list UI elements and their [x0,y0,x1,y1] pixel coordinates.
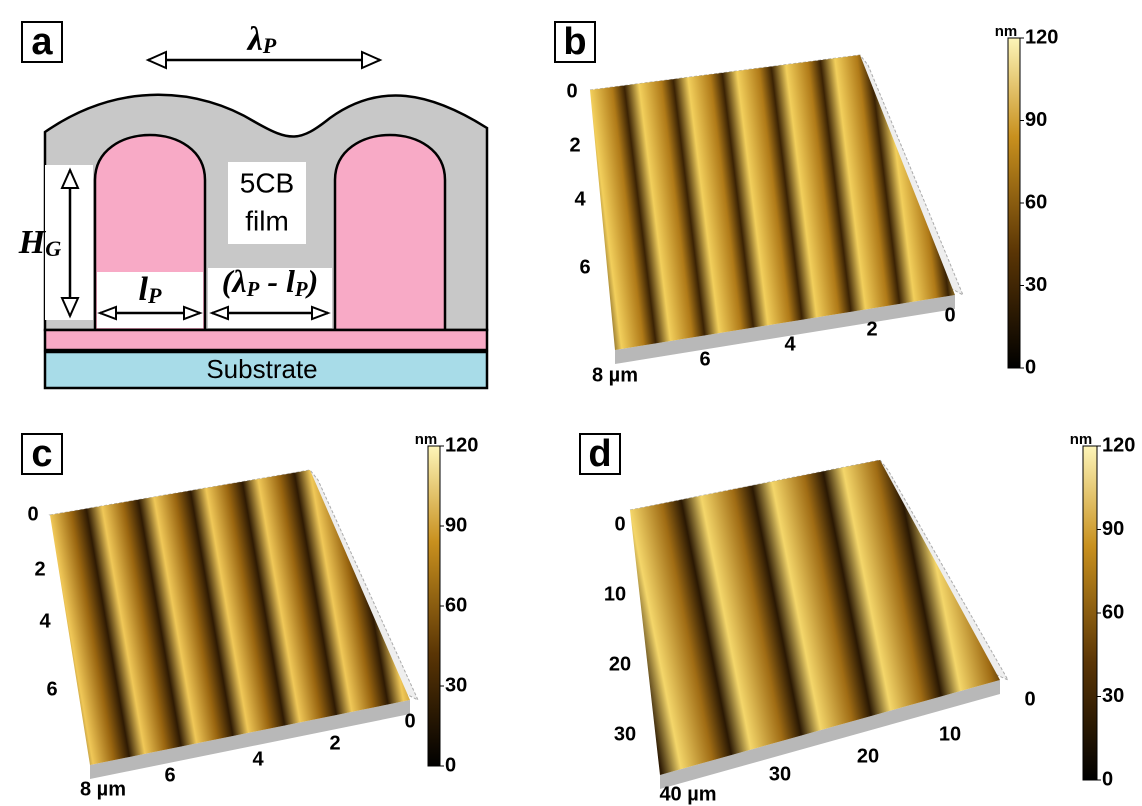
axis-tick-label: 6 [699,348,710,370]
colorbar-tick-label: 0 [445,754,456,776]
panel-label: d [588,433,611,475]
colorbar-tick-label: 90 [1025,109,1047,131]
axis-tick-label: 2 [329,732,340,754]
layer [45,330,487,350]
subscript: P [262,33,277,58]
pillar [335,135,445,330]
axis-tick-label: 8 µm [80,778,126,800]
axis-tick-label: 4 [574,188,586,210]
axis-tick-label: 4 [784,333,796,355]
colorbar-tick-label: 120 [1025,26,1058,48]
text-part: - l [259,263,295,299]
figure: a λP 5CB film HG lP (λP - lP) Substrate … [0,0,1142,806]
axis-tick-label: 0 [27,503,38,525]
colorbar-tick-label: 30 [1102,685,1124,707]
subscript: P [147,283,162,308]
axis-tick-label: 10 [939,723,961,745]
colorbar-tick-label: 90 [1102,518,1124,540]
colorbar-unit: nm [415,431,438,448]
axis-tick-label: 0 [944,304,955,326]
panel-label: c [31,433,52,475]
colorbar-tick-label: 60 [1102,601,1124,623]
axis-tick-label: 0 [614,513,625,535]
afm-panel: d 0 10 20 30 40 µm 30 20 10 0 nm 120 90 60 30 0 [580,431,1135,805]
text-part: λ [246,21,263,58]
text-part: (λ [222,263,247,299]
colorbar-tick-label: 0 [1102,768,1113,790]
colorbar [428,446,440,766]
axis-tick-label: 4 [252,748,264,770]
axis-tick-label: 40 µm [659,783,716,805]
subscript: P [294,278,308,301]
axis-tick-label: 20 [609,653,631,675]
axis-tick-label: 2 [569,134,580,156]
panel-label: a [31,21,53,63]
colorbar-tick-label: 120 [445,434,478,456]
afm-panel: b 0 2 4 6 8 µm 6 4 2 0 nm 120 90 60 30 0 [555,21,1058,386]
axis-tick-label: 8 µm [592,364,638,386]
colorbar-unit: nm [1070,431,1093,448]
text-part: ) [305,263,319,299]
colorbar-tick-label: 60 [1025,191,1047,213]
axis-tick-label: 4 [39,610,51,632]
axis-tick-label: 0 [404,710,415,732]
colorbar-tick-label: 0 [1025,356,1036,378]
axis-tick-label: 30 [614,723,636,745]
axis-tick-label: 6 [164,764,175,786]
colorbar-unit: nm [995,23,1018,40]
colorbar [1008,38,1020,368]
colorbar-tick-label: 120 [1102,434,1135,456]
axis-tick-label: 10 [604,583,626,605]
axis-tick-label: 6 [579,256,590,278]
film-label: film [245,205,289,236]
afm-panel: c 0 2 4 6 8 µm 6 4 2 0 nm 120 90 60 30 0 [22,431,478,800]
axis-tick-label: 6 [46,678,57,700]
colorbar-tick-label: 30 [1025,274,1047,296]
film-label: 5CB [240,167,294,198]
axis-tick-label: 0 [566,80,577,102]
axis-tick-label: 20 [857,745,879,767]
axis-tick-label: 2 [866,318,877,340]
axis-tick-label: 0 [1024,688,1035,710]
colorbar-tick-label: 90 [445,514,467,536]
axis-tick-label: 30 [769,763,791,785]
colorbar [1083,446,1097,780]
panel-label: b [563,21,586,63]
colorbar-tick-label: 60 [445,594,467,616]
substrate-label: Substrate [206,354,317,384]
subscript: P [246,278,260,301]
axis-tick-label: 2 [34,558,45,580]
colorbar-tick-label: 30 [445,674,467,696]
text-part: H [18,224,47,261]
lambda-label: λP [246,21,277,58]
subscript: G [45,236,61,261]
